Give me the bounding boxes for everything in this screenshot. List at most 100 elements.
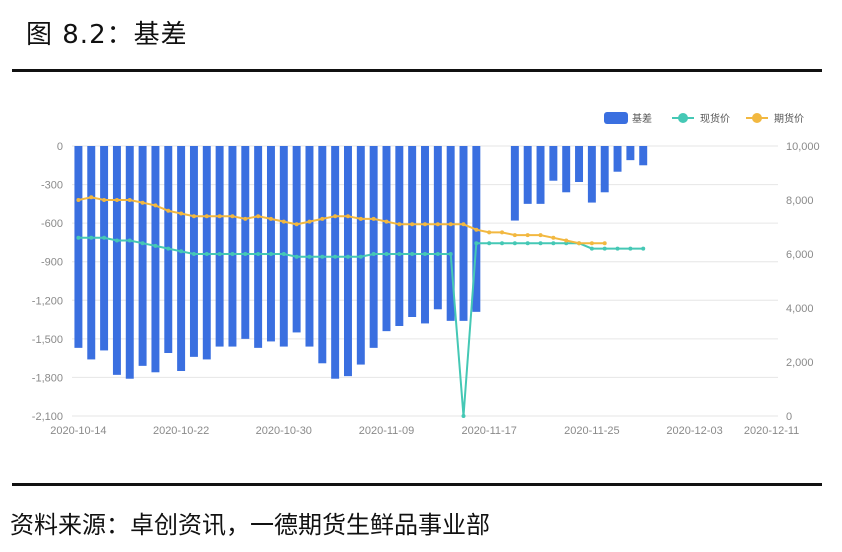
x-tick-label: 2020-10-30 [256,425,312,437]
spot-price-point [525,241,530,246]
futures-price-point [76,198,81,202]
basis-bar [125,146,134,379]
x-tick-label: 2020-11-17 [461,425,516,437]
futures-price-point [166,208,171,213]
x-tick-label: 2020-11-09 [359,425,414,437]
y-left-tick-label: -600 [41,218,63,230]
futures-price-point [307,219,312,224]
spot-price-point [307,254,312,259]
futures-price-point [589,241,594,246]
spot-price-point [435,252,440,256]
basis-bar [331,146,340,379]
spot-price-point [448,252,453,256]
basis-bar [549,146,558,181]
basis-bar [254,146,263,348]
spot-price-point [461,414,466,418]
futures-price-point [512,233,517,238]
basis-bar [446,146,455,321]
spot-price-point [371,252,376,256]
spot-price-point [268,252,273,256]
legend-marker [752,113,762,123]
spot-price-point [320,254,325,259]
y-left-tick-label: -2,100 [32,411,63,423]
basis-bar [100,146,109,351]
x-tick-label: 2020-10-14 [50,425,106,437]
spot-price-point [589,246,594,251]
futures-price-point [487,230,492,235]
basis-bar [600,146,609,193]
basis-bar [587,146,596,203]
basis-bar [562,146,571,193]
futures-price-point [268,216,273,221]
spot-price-point [602,246,607,251]
source-note: 资料来源：卓创资讯，一德期货生鲜品事业部 [10,511,490,539]
spot-price-point [345,254,350,259]
y-right-tick-label: 8,000 [786,195,814,207]
spot-price-point [76,235,81,240]
basis-bar [344,146,352,377]
futures-price-point [461,222,466,227]
basis-bar [266,146,275,342]
futures-price-point [102,198,107,202]
spot-price-point [474,241,479,246]
basis-bar [318,146,327,364]
futures-price-point [345,214,350,219]
basis-bar [523,146,532,204]
futures-price-point [127,198,132,202]
basis-bar [228,146,237,347]
basis-bar [305,146,314,347]
spot-price-point [256,252,261,256]
futures-price-point [294,222,299,227]
basis-bar [510,146,519,221]
futures-price-point [256,214,261,219]
basis-bar [369,146,378,348]
x-tick-label: 2020-12-11 [744,425,799,437]
futures-price-point [423,222,427,227]
basis-bar [241,146,250,339]
basis-chart: 0 -300 -600 -900 -1,200 -1,500 -1,800 -2,100 10,… [32,112,820,437]
futures-price-point [153,203,158,208]
spot-price-point [410,252,415,256]
spot-price-point [243,252,248,256]
spot-price-point [204,252,209,256]
futures-price-point [358,216,363,221]
futures-price-point [551,235,556,240]
futures-price-point [89,195,94,200]
basis-bar [87,146,96,360]
legend-label: 现货价 [700,112,730,125]
x-tick-label: 2020-12-03 [666,425,722,437]
futures-price-point [525,233,530,238]
futures-price-point [500,230,505,235]
y-left-tick-label: -900 [41,257,63,269]
spot-price-point [512,241,517,246]
futures-price-point [397,222,402,227]
basis-bar [279,146,288,347]
legend-swatch-basis [604,112,628,124]
spot-price-point [423,252,427,256]
spot-price-point [294,254,299,259]
spot-price-point [551,241,556,246]
futures-price-point [320,216,325,221]
spot-price-point [153,243,158,248]
futures-price-point [602,241,607,246]
top-rule [12,69,822,72]
spot-price-point [641,246,646,251]
spot-price-point [230,252,235,256]
x-tick-label: 2020-10-22 [153,425,209,437]
basis-bar [408,146,417,317]
spot-price-point [179,249,184,254]
futures-price-point [448,222,453,227]
basis-bar [639,146,648,166]
futures-price-point [371,216,376,221]
futures-price-point [538,233,543,238]
basis-bar [626,146,635,161]
futures-price-point [281,219,286,224]
spot-price-point [487,241,492,246]
futures-price-point [474,227,479,232]
futures-price-line [78,196,605,245]
basis-bar [459,146,468,321]
y-right-tick-label: 2,000 [786,357,814,369]
futures-price-point [577,241,582,246]
futures-price-point [114,198,119,202]
y-right-tick-label: 4,000 [786,303,814,315]
